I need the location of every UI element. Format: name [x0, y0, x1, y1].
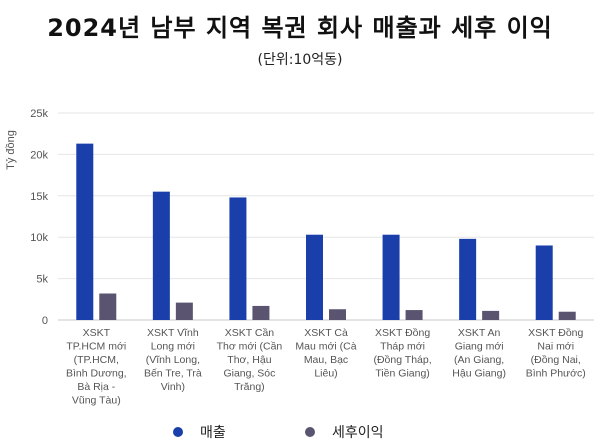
y-tick-label: 25k [30, 108, 48, 120]
x-category-line: (An Giang, [454, 354, 504, 366]
x-category-line: Mau mới (Cà [295, 341, 356, 353]
x-category-label: XSKT Cần Thơ mới (Cần Thơ, Hậu Giang, Sóc Tr… [217, 327, 283, 393]
x-category-line: Bến Tre, Trà [144, 368, 202, 380]
bar-profit [99, 293, 117, 320]
x-category-line: Long mới [151, 341, 195, 353]
y-axis-ticks: 0 5k 10k 15k 20k 25k [30, 108, 48, 327]
x-category-line: Giang, Sóc [223, 368, 275, 380]
x-category-line: (TP.HCM, [74, 354, 119, 366]
x-category-line: XSKT Đồng [528, 327, 583, 339]
bar-profit [175, 302, 193, 320]
x-category-line: XSKT Đồng [375, 327, 430, 339]
x-category-line: Bình Phước) [526, 368, 586, 380]
x-category-label: XSKT Cà Mau mới (Cà Mau, Bạc Liêu) [295, 327, 356, 380]
x-category-line: (Đồng Nai, [531, 354, 581, 366]
bar-revenue [229, 197, 247, 320]
y-tick-label: 10k [30, 232, 48, 244]
legend: 매출 세후이익 [173, 425, 384, 441]
x-category-label: XSKT An Giang mới (An Giang, Hậu Giang) [452, 327, 506, 380]
y-tick-label: 15k [30, 191, 48, 203]
bar-revenue [76, 143, 94, 320]
bar-profit [405, 310, 423, 320]
x-category-line: Liêu) [314, 368, 337, 380]
x-category-line: Hậu Giang) [452, 368, 506, 380]
x-category-label: XSKT Đồng Tháp mới (Đồng Tháp, Tiền Giang) [373, 327, 431, 380]
x-category-line: Tiền Giang) [375, 368, 429, 380]
gridlines [58, 112, 594, 321]
x-category-line: Thơ, Hậu [227, 354, 271, 366]
x-category-line: XSKT Cần [225, 327, 275, 339]
x-category-line: XSKT [83, 327, 111, 339]
y-tick-label: 20k [30, 149, 48, 161]
x-category-line: Bình Dương, [66, 368, 127, 380]
bar-revenue [459, 238, 477, 320]
x-category-label: XSKT TP.HCM mới (TP.HCM, Bình Dương, Bà Rịa … [66, 327, 127, 407]
bar-revenue [152, 191, 170, 320]
x-category-line: Bà Rịa - [77, 381, 115, 393]
x-category-label: XSKT Vĩnh Long mới (Vĩnh Long, Bến Tre, Trà… [144, 327, 202, 393]
bar-profit [482, 310, 500, 320]
x-category-line: XSKT Vĩnh [147, 327, 199, 339]
x-category-line: Nai mới [537, 341, 574, 353]
x-category-line: Vinh) [161, 381, 185, 393]
x-category-line: TP.HCM mới [66, 341, 126, 353]
legend-marker [305, 427, 315, 437]
x-category-line: Trăng) [234, 381, 265, 393]
x-category-line: (Vĩnh Long, [146, 354, 200, 366]
x-category-line: XSKT Cà [304, 327, 348, 339]
x-category-label: XSKT Đồng Nai mới (Đồng Nai, Bình Phước) [526, 327, 586, 380]
x-category-line: (Đồng Tháp, [373, 354, 431, 366]
bars [76, 143, 576, 320]
bar-profit [558, 311, 576, 320]
x-category-line: Thơ mới (Cần [217, 341, 283, 353]
legend-label: 세후이익 [332, 425, 384, 441]
chart-subtitle: (단위:10억동) [258, 52, 343, 68]
bar-revenue [535, 245, 553, 320]
chart-title: 2024년 남부 지역 복권 회사 매출과 세후 이익 [47, 14, 553, 42]
x-category-line: Tháp mới [380, 341, 425, 353]
bar-revenue [306, 234, 323, 320]
legend-marker [173, 427, 183, 437]
y-tick-label: 0 [42, 315, 48, 327]
bar-profit [252, 305, 270, 320]
category-labels: XSKT TP.HCM mới (TP.HCM, Bình Dương, Bà Rịa … [66, 327, 586, 407]
x-category-line: Vũng Tàu) [72, 395, 121, 407]
bar-profit [329, 309, 346, 320]
y-tick-label: 5k [36, 274, 48, 286]
x-category-line: Mau, Bạc [304, 354, 348, 366]
bar-revenue [382, 234, 400, 320]
y-axis-label: Tỷ đồng [5, 130, 17, 170]
x-category-line: XSKT An [458, 327, 501, 339]
legend-label: 매출 [200, 425, 226, 441]
x-category-line: Giang mới [455, 341, 504, 353]
